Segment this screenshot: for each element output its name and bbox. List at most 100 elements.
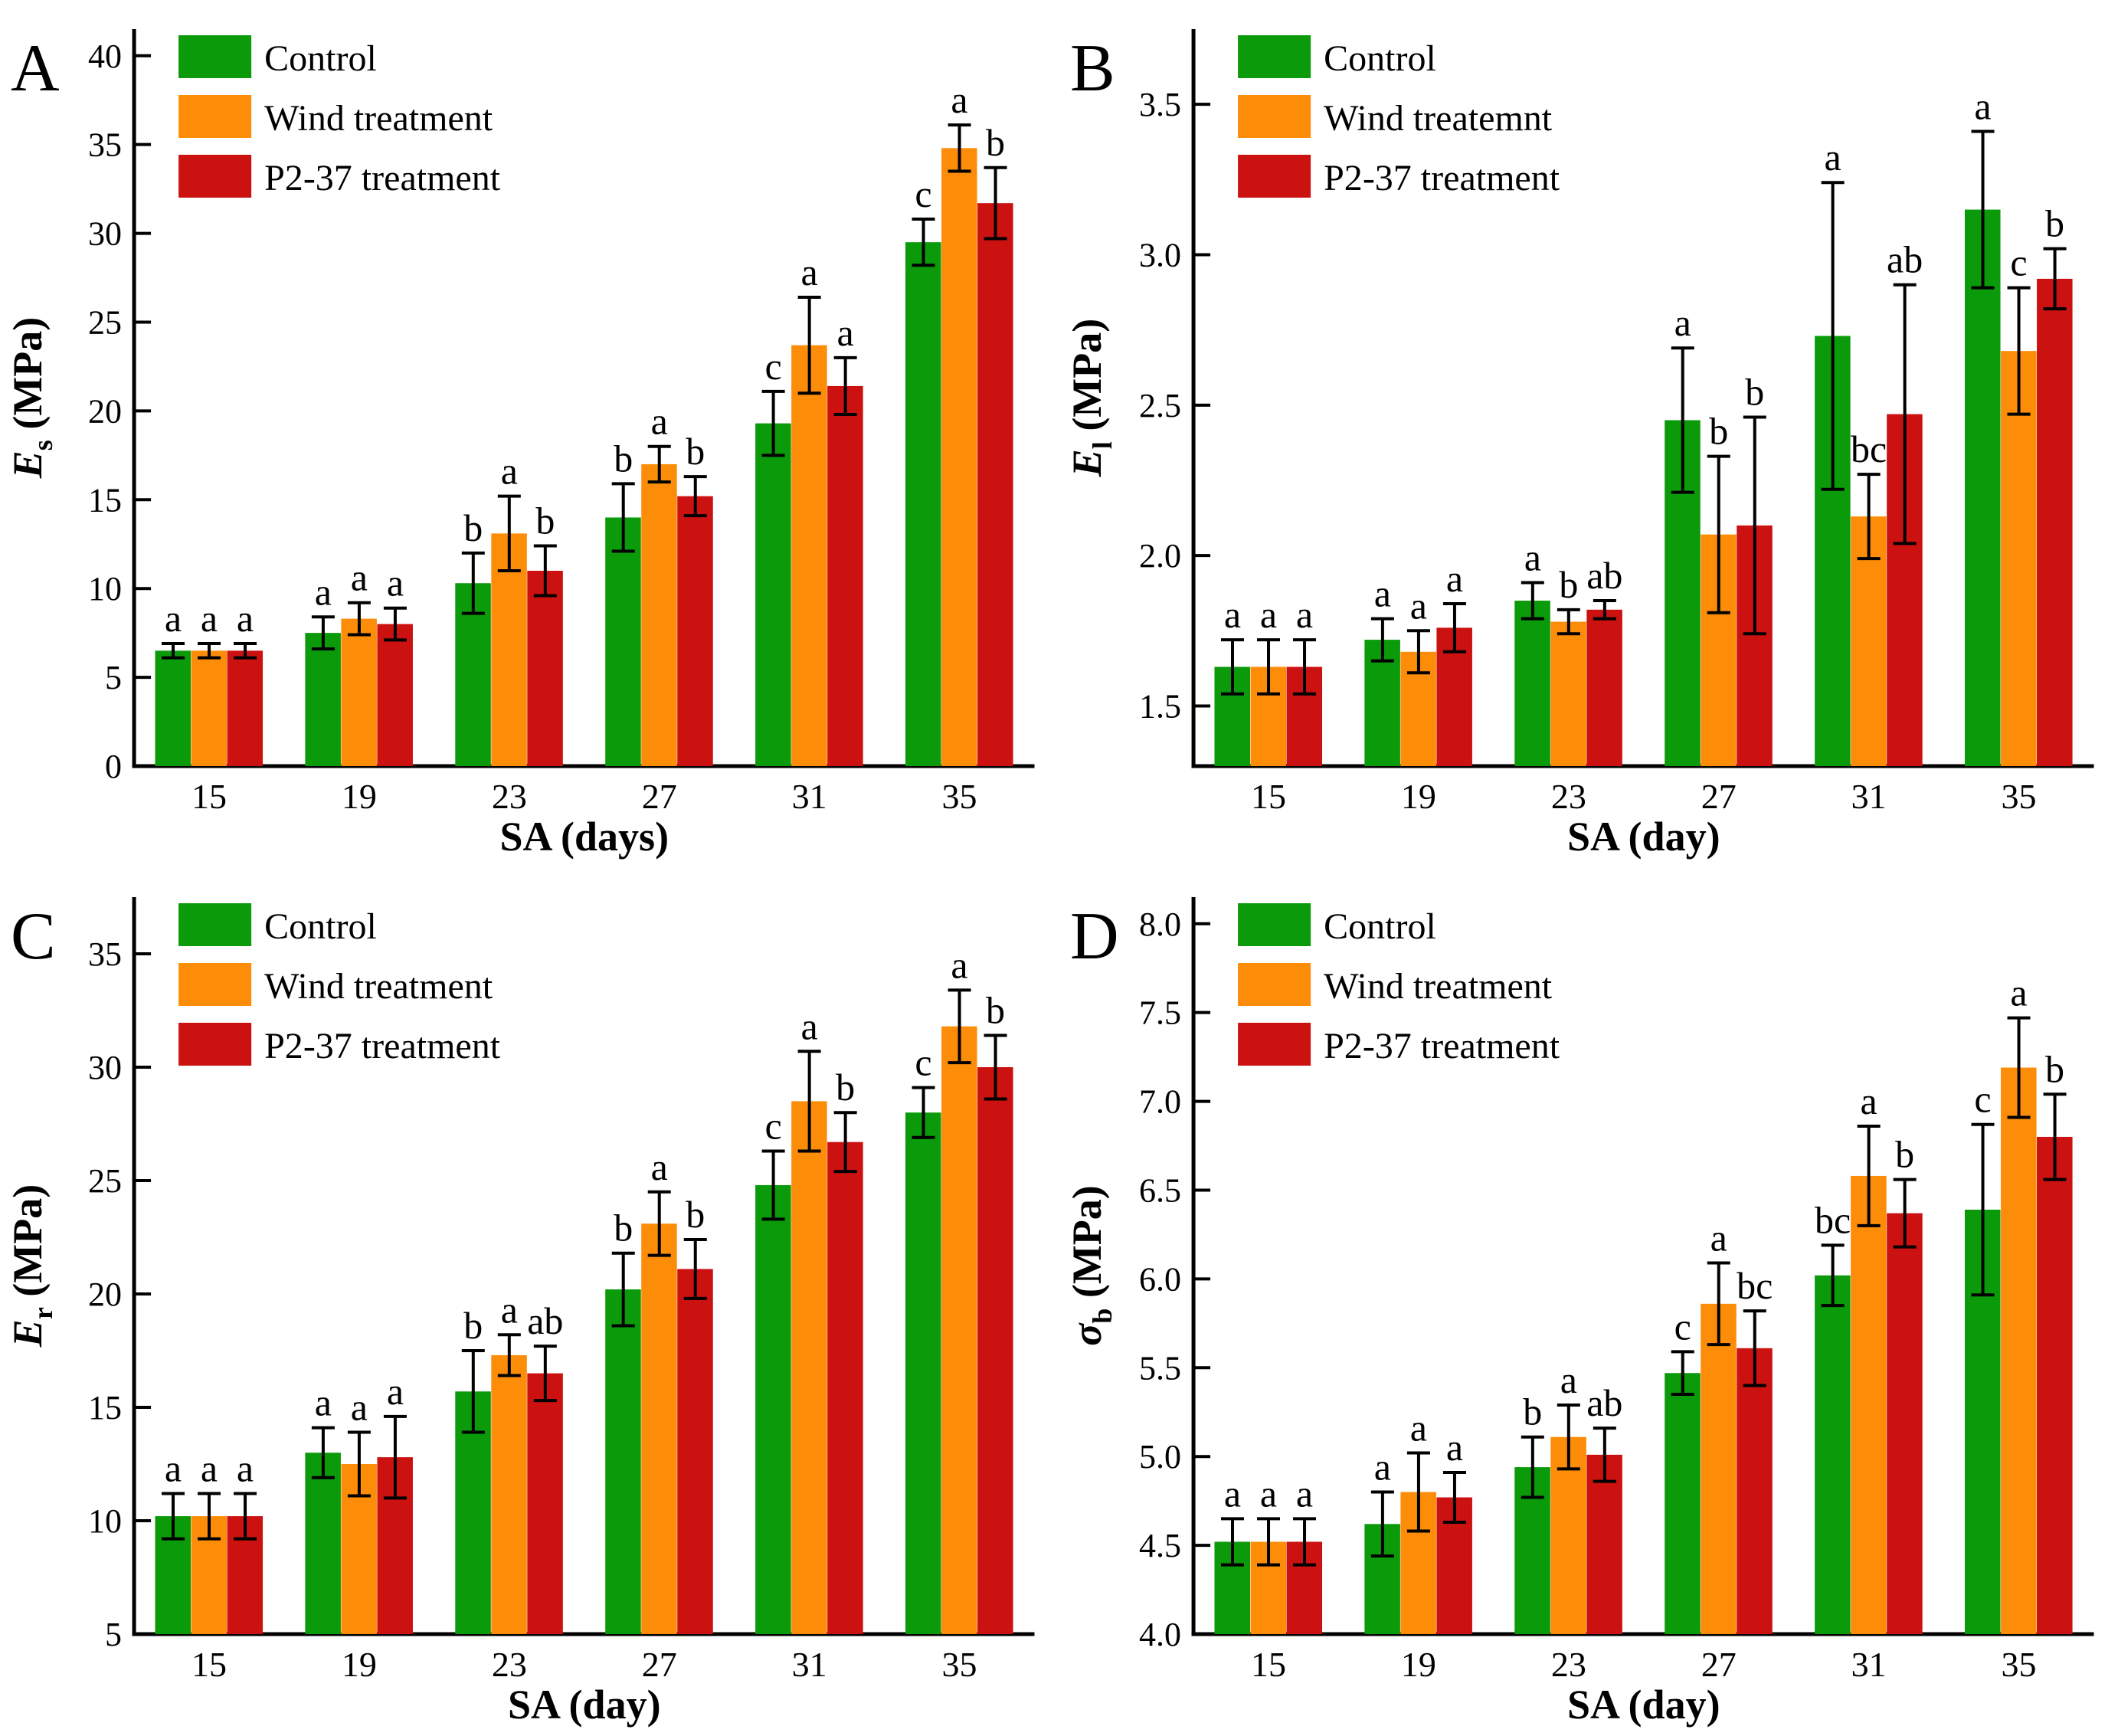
significance-letter: a [1445,1426,1462,1469]
x-tick-label: 27 [642,777,677,816]
significance-letter: a [1824,136,1841,179]
bar [527,1373,563,1634]
x-tick-label: 19 [1400,1645,1435,1684]
significance-letter: a [1259,593,1276,636]
significance-letter: b [463,506,483,549]
legend-swatch [178,1023,252,1066]
x-axis-label: SA (day) [1566,1682,1720,1728]
bar [227,650,264,766]
significance-letter: c [1674,1305,1691,1348]
y-tick-label: 5 [105,1616,122,1653]
bar [1664,1373,1701,1634]
y-tick-label: 40 [88,38,122,75]
significance-letter: b [986,121,1005,164]
significance-letter: b [535,500,555,542]
legend-swatch [1237,903,1311,946]
y-tick-label: 20 [88,392,122,430]
significance-letter: ab [1887,238,1923,281]
y-tick-label: 6.0 [1139,1260,1181,1298]
bar [941,1026,977,1634]
significance-letter: b [2045,1047,2064,1090]
significance-letter: a [2010,971,2027,1014]
significance-letter: a [1373,572,1390,615]
x-tick-label: 19 [342,777,377,816]
bar [1964,209,2001,767]
legend-swatch [178,35,252,78]
bar [1514,601,1550,766]
significance-letter: b [1745,371,1764,414]
significance-letter: a [351,1386,368,1429]
bar [605,1289,641,1634]
x-tick-label: 19 [342,1645,377,1684]
y-tick-label: 10 [88,570,122,608]
bar [1886,1213,1923,1634]
panel-letter: B [1070,31,1115,106]
significance-letter: a [1409,584,1426,627]
significance-letter: a [387,562,404,604]
bar [941,148,977,766]
y-axis-label: El (MPa) [1064,319,1118,477]
legend-swatch [178,903,252,946]
y-tick-label: 7.5 [1139,994,1181,1032]
significance-letter: b [463,1304,483,1347]
y-tick-label: 4.0 [1139,1616,1181,1653]
legend-label: P2-37 treatment [264,158,501,198]
bar [677,496,713,766]
y-tick-label: 5 [105,659,122,696]
bar [1586,609,1622,766]
significance-letter: b [686,430,705,473]
bar [791,345,827,766]
y-axis-label: Es (MPa) [5,317,58,479]
bar [2036,1136,2073,1634]
legend-label: Control [264,906,377,947]
y-tick-label: 10 [88,1502,122,1540]
bar [1736,1348,1773,1634]
y-tick-label: 15 [88,481,122,519]
bar [527,571,563,766]
y-axis-label: Er (MPa) [5,1184,58,1348]
legend-swatch [1237,1023,1311,1066]
bar [2036,278,2073,766]
significance-letter: a [951,943,967,986]
significance-letter: a [951,78,967,121]
significance-letter: a [1710,1217,1727,1259]
legend-label: Control [264,38,377,79]
bar [677,1269,713,1634]
x-tick-label: 31 [792,1645,827,1684]
bar [905,242,941,766]
y-tick-label: 20 [88,1276,122,1313]
x-axis-label: SA (day) [508,1682,661,1728]
bar [1700,1303,1737,1634]
significance-letter: a [1860,1079,1877,1122]
legend-label: Control [1324,38,1436,79]
y-tick-label: 3.5 [1139,86,1181,123]
x-tick-label: 35 [942,777,977,816]
legend-label: P2-37 treatment [1324,1026,1560,1066]
bar [1550,621,1586,766]
bar [755,423,791,766]
x-tick-label: 27 [642,1645,677,1684]
significance-letter: a [1373,1446,1390,1489]
significance-letter: bc [1815,1198,1851,1241]
x-tick-label: 35 [2001,1645,2036,1684]
significance-letter: a [237,1446,254,1489]
significance-letter: a [351,556,368,599]
x-tick-label: 15 [1251,1645,1286,1684]
legend-label: Control [1324,906,1436,947]
x-tick-label: 27 [1701,777,1736,816]
bar [305,633,341,766]
panel-letter: D [1070,899,1119,974]
significance-letter: a [1524,536,1540,578]
significance-letter: a [201,1446,218,1489]
x-tick-label: 19 [1400,777,1435,816]
bar [905,1112,941,1634]
legend-swatch [1237,155,1311,198]
y-tick-label: 35 [88,126,122,164]
y-tick-label: 25 [88,1162,122,1200]
panel-D: D 4.0 4.5 5.0 5.5 6.0 6.5 7.0 7.5 8.0 15 a a a 19 a a a 23… [1059,868,2118,1736]
legend-swatch [178,155,252,198]
bar [155,650,192,766]
significance-letter: b [1523,1390,1542,1433]
bar [1850,1175,1887,1634]
